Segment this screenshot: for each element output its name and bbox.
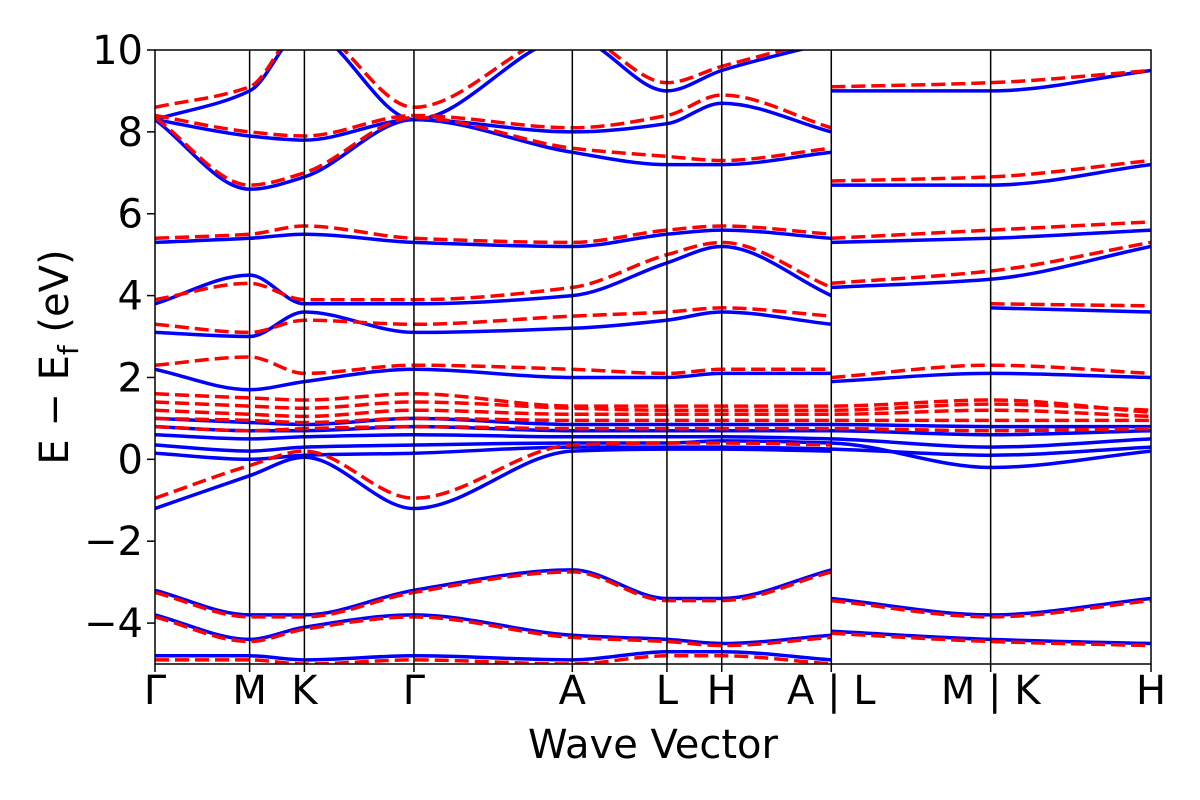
band-line-dashed-33: [831, 158, 1151, 183]
y-tick-label-0: 10: [92, 28, 143, 74]
band-line-solid-12: [155, 367, 832, 392]
x-axis-title: Wave Vector: [528, 722, 779, 768]
band-line-dashed-21: [155, 224, 832, 245]
band-line-dashed-47: [831, 631, 1151, 648]
band-line-dashed-39: [155, 570, 832, 619]
band-line-dashed-1: [155, 441, 832, 500]
band-line-solid-22: [155, 117, 832, 191]
band-line-solid-2: [155, 445, 1151, 462]
x-tick-label-9: H: [1136, 668, 1166, 714]
y-tick-label-4: 2: [118, 355, 143, 401]
band-line-dashed-37: [990, 302, 1151, 308]
band-line-solid-36: [990, 306, 1151, 314]
band-line-dashed-41: [155, 615, 832, 648]
band-line-solid-20: [155, 228, 832, 249]
x-tick-label-5: L: [656, 668, 679, 714]
band-line-dashed-13: [155, 355, 832, 376]
band-line-solid-40: [155, 613, 832, 646]
y-tick-label-7: −4: [84, 601, 143, 647]
x-tick-label-8: M | K: [941, 668, 1042, 714]
x-tick-label-4: A: [559, 668, 587, 714]
y-axis-title: E − Ef (eV): [32, 249, 85, 464]
x-tick-label-3: Γ: [403, 668, 426, 714]
band-line-dashed-25: [155, 93, 832, 138]
y-tick-label-2: 6: [118, 192, 143, 238]
band-line-solid-42: [155, 649, 832, 662]
y-tick-label-1: 8: [118, 110, 143, 156]
y-tick-label-3: 4: [118, 274, 143, 320]
band-line-dashed-35: [831, 68, 1151, 89]
band-line-dashed-17: [155, 306, 832, 335]
band-line-solid-26: [155, 50, 807, 122]
plot-frame: [154, 49, 1152, 665]
band-line-dashed-29: [831, 240, 1151, 286]
x-tick-label-6: H: [707, 668, 737, 714]
x-tick-label-1: M: [232, 668, 267, 714]
high-symmetry-lines: [248, 50, 992, 664]
y-axis-title-main: E − E: [32, 355, 78, 465]
band-line-solid-16: [155, 310, 832, 339]
band-line-solid-5: [155, 424, 1151, 437]
band-line-dashed-15: [831, 363, 1151, 380]
band-line-solid-0: [155, 447, 832, 511]
x-tick-label-7: A | L: [787, 668, 876, 714]
y-tick-label-5: 0: [118, 437, 143, 483]
band-line-dashed-23: [155, 115, 832, 187]
y-tick-label-6: −2: [84, 519, 143, 565]
band-line-solid-24: [155, 101, 832, 142]
band-line-dashed-31: [831, 220, 1151, 241]
y-axis-title-subscript: f: [52, 344, 85, 355]
band-line-solid-6: [155, 416, 1151, 429]
y-axis-title-unit: (eV): [32, 249, 78, 345]
band-line-solid-4: [155, 433, 1151, 449]
band-line-dashed-19: [155, 240, 832, 302]
x-tick-label-2: K: [291, 668, 319, 714]
x-tick-label-0: Γ: [144, 668, 167, 714]
band-line-dashed-27: [155, 50, 791, 110]
y-axis-ticks: 10 8 6 4 2 0 −2 −4: [84, 28, 155, 647]
band-line-solid-38: [155, 568, 832, 617]
band-line-dashed-43: [155, 654, 832, 664]
